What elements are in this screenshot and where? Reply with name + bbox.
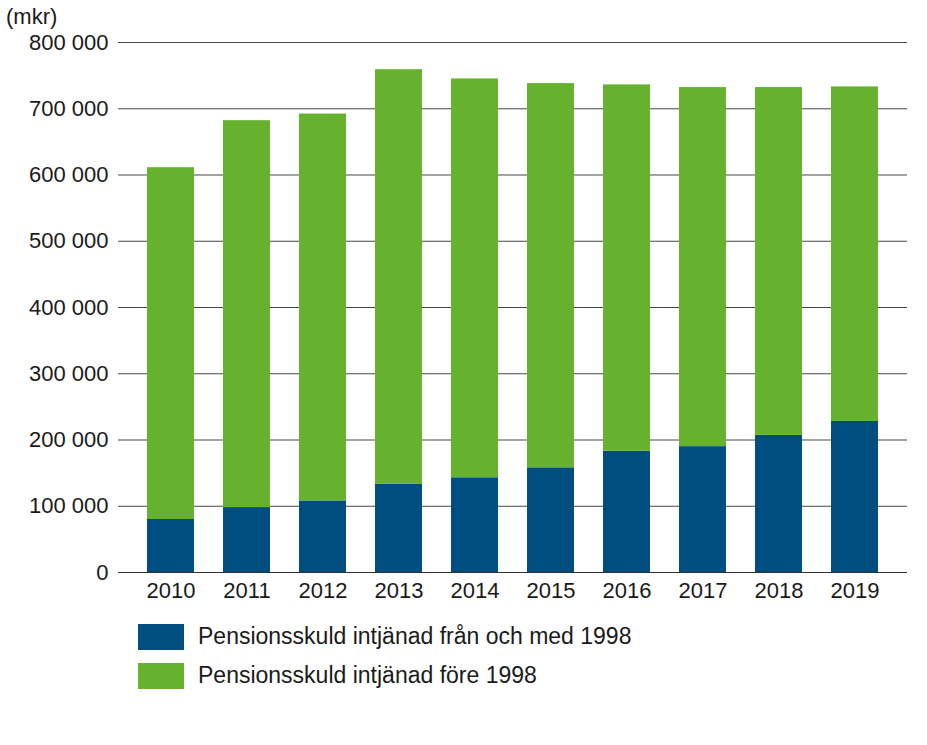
html-text:(mkr): (mkr) bbox=[6, 4, 58, 29]
html-text:Pensionsskuld intjänad från oc: Pensionsskuld intjänad från och med 1998 bbox=[198, 623, 632, 649]
svg-text:500 000: 500 000 bbox=[29, 228, 109, 253]
html-text:Pensionsskuld intjänad före 19: Pensionsskuld intjänad före 1998 bbox=[198, 662, 537, 688]
svg-text:0: 0 bbox=[96, 560, 108, 585]
svg-text:700 000: 700 000 bbox=[29, 96, 109, 121]
svg-text:400 000: 400 000 bbox=[29, 295, 109, 320]
svg-text:2015: 2015 bbox=[527, 578, 576, 603]
svg-text:2016: 2016 bbox=[603, 578, 652, 603]
svg-text:2018: 2018 bbox=[755, 578, 804, 603]
svg-text:2010: 2010 bbox=[147, 578, 196, 603]
svg-text:2017: 2017 bbox=[679, 578, 728, 603]
svg-text:300 000: 300 000 bbox=[29, 361, 109, 386]
svg-text:2014: 2014 bbox=[451, 578, 500, 603]
svg-text:2012: 2012 bbox=[299, 578, 348, 603]
svg-text:100 000: 100 000 bbox=[29, 493, 109, 518]
svg-text:800 000: 800 000 bbox=[29, 32, 109, 55]
svg-text:600 000: 600 000 bbox=[29, 162, 109, 187]
svg-text:2013: 2013 bbox=[375, 578, 424, 603]
svg-text:2011: 2011 bbox=[223, 578, 270, 603]
svg-text:200 000: 200 000 bbox=[29, 427, 109, 452]
svg-text:2019: 2019 bbox=[831, 578, 880, 603]
